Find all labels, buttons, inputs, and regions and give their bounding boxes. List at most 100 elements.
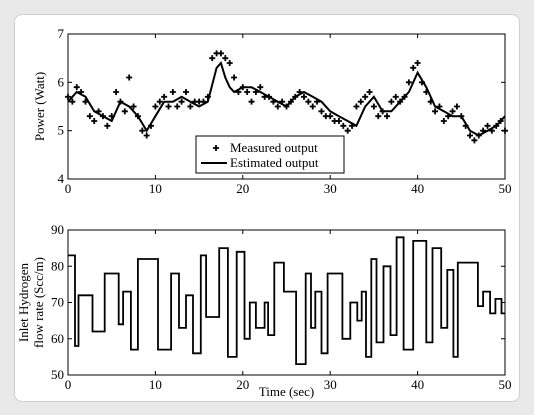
measured-output-point [257, 84, 264, 91]
measured-output-point [182, 89, 189, 95]
figure-card [14, 14, 520, 402]
plot-area-frame [67, 33, 506, 180]
measured-output-point [226, 60, 233, 66]
y-axis-label-line2: flow rate (Scc/m) [31, 257, 46, 348]
y-tick-label: 80 [51, 258, 64, 273]
measured-output-point [432, 108, 439, 115]
measured-output-point [86, 113, 93, 120]
legend-label-estimated: Estimated output [230, 155, 319, 170]
measured-output-point [388, 98, 395, 105]
estimated-output-line [67, 61, 506, 137]
x-tick-label: 40 [411, 377, 424, 392]
measured-output-point [231, 74, 238, 81]
measured-output-point [235, 89, 242, 95]
x-tick-label: 0 [65, 377, 72, 392]
x-tick-label: 20 [236, 377, 249, 392]
measured-output-point [370, 103, 377, 110]
measured-output-point [296, 89, 303, 95]
y-tick-label: 7 [58, 26, 65, 41]
measured-output-point [445, 113, 452, 120]
measured-output-point [318, 108, 325, 115]
measured-output-point [458, 113, 465, 120]
measured-output-point [335, 118, 342, 124]
measured-output-point [375, 113, 382, 120]
x-axis-label: Time (sec) [259, 384, 315, 399]
measured-output-point [161, 93, 168, 100]
x-tick-label: 10 [149, 377, 162, 392]
measured-output-point [300, 93, 307, 100]
measured-output-point [475, 132, 482, 139]
measured-output-point [414, 60, 421, 66]
measured-output-point [467, 132, 474, 139]
measured-output-point [217, 50, 224, 57]
x-tick-label: 30 [324, 181, 337, 196]
measured-output-point [340, 122, 347, 129]
measured-output-point [292, 93, 299, 100]
measured-output-point [362, 93, 369, 100]
x-tick-label: 30 [324, 377, 337, 392]
measured-output-point [493, 122, 500, 129]
measured-output-point [95, 108, 102, 115]
measured-output-point [462, 122, 469, 129]
measured-output-point [344, 127, 351, 134]
measured-output-point [502, 127, 508, 134]
measured-output-point [165, 103, 172, 110]
measured-output-point [104, 122, 111, 129]
measured-output-point [99, 113, 106, 120]
measured-output-point [270, 98, 277, 105]
measured-output-point [266, 93, 273, 100]
x-tick-label: 20 [236, 181, 249, 196]
measured-output-point [405, 79, 412, 86]
x-tick-label: 10 [149, 181, 162, 196]
measured-output-point [410, 64, 417, 71]
measured-output-point [480, 127, 487, 134]
x-tick-label: 50 [499, 377, 512, 392]
legend-label-measured: Measured output [230, 140, 318, 155]
measured-output-point [113, 89, 120, 95]
measured-output-point [200, 98, 207, 105]
measured-output-point [139, 127, 146, 134]
measured-output-point [453, 103, 460, 110]
measured-output-point [274, 103, 281, 110]
y-tick-label: 5 [58, 123, 65, 138]
power-chart: 0 10 20 30 40 50 4 5 6 7 Power (Watt) Measured outp… [32, 26, 512, 196]
measured-output-point [283, 103, 290, 110]
measured-output-point [248, 98, 255, 105]
measured-output-point [449, 108, 456, 115]
measured-output-point [152, 103, 159, 110]
measured-output-point [384, 113, 391, 120]
measured-output-point [279, 98, 286, 105]
x-tick-label: 0 [65, 181, 72, 196]
y-axis-label: Inlet Hydrogenflow rate (Scc/m) [16, 257, 46, 348]
plot-area-frame [67, 229, 506, 376]
measured-output-point [143, 132, 150, 139]
y-tick-label: 90 [51, 222, 64, 237]
measured-output-point [156, 98, 163, 105]
measured-output-point [488, 127, 495, 134]
measured-output-point [91, 118, 98, 124]
y-tick-label: 50 [51, 367, 64, 382]
measured-output-point [239, 84, 246, 91]
measured-output-point [108, 113, 115, 120]
y-tick-label: 60 [51, 331, 64, 346]
measured-output-point [148, 122, 155, 129]
measured-output-point [222, 55, 229, 62]
measured-output-point [169, 89, 176, 95]
measured-output-point [117, 98, 124, 105]
measured-output-point [397, 98, 404, 105]
measured-output-point [471, 137, 478, 144]
y-tick-label: 4 [58, 171, 65, 186]
measured-output-point [78, 89, 85, 95]
measured-output-point [65, 93, 71, 100]
measured-output-point [423, 89, 430, 95]
measured-output-point [349, 122, 356, 129]
y-axis-label: Power (Watt) [32, 72, 47, 141]
measured-output-point [436, 103, 443, 110]
measured-output-point [379, 108, 386, 115]
measured-output-point [357, 98, 364, 105]
measured-output-point [440, 118, 447, 124]
measured-output-point [209, 55, 216, 62]
measured-output-point [121, 108, 128, 115]
